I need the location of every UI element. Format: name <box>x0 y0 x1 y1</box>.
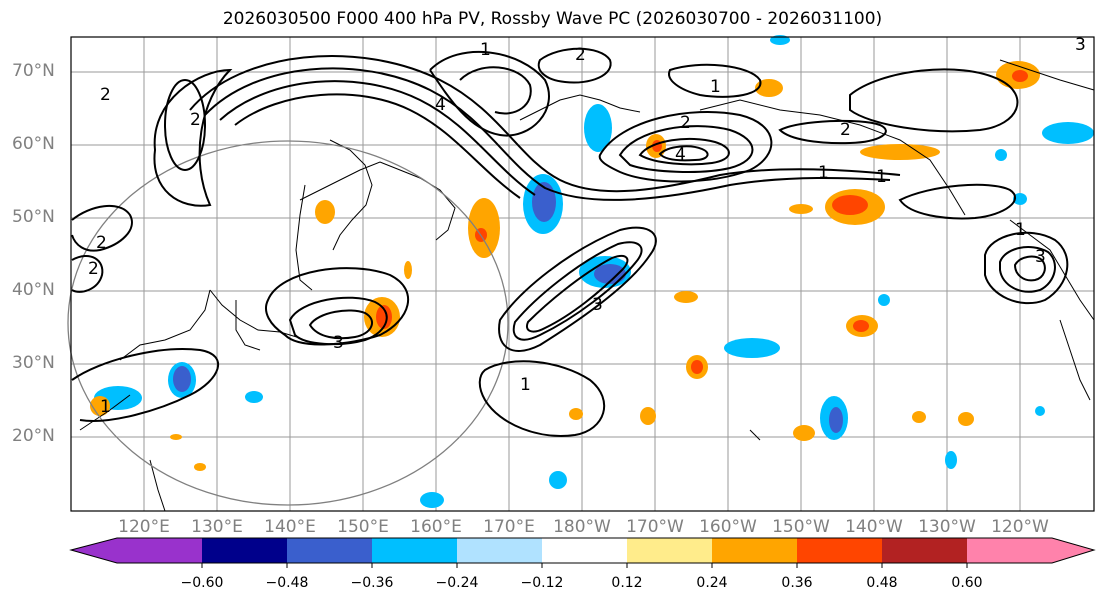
lat-label: 50°N <box>12 207 55 227</box>
reference-circle <box>67 140 509 506</box>
contour-label: 3 <box>592 295 603 315</box>
contour-label: 3 <box>1075 35 1086 55</box>
lat-label: 40°N <box>12 280 55 300</box>
contour-label: 2 <box>840 120 851 140</box>
colorbar-tick-label: −0.12 <box>520 575 564 591</box>
contour-label: 2 <box>575 45 586 65</box>
lon-label: 120°W <box>991 517 1049 537</box>
lat-label: 30°N <box>12 353 55 373</box>
lon-label: 150°W <box>772 517 830 537</box>
contour-label: 3 <box>333 333 344 353</box>
contour-label: 2 <box>96 233 107 253</box>
lon-label: 130°W <box>918 517 976 537</box>
graticule <box>71 37 1094 511</box>
contour-label: 1 <box>1015 220 1026 240</box>
map-frame <box>70 36 1095 512</box>
colorbar-tick-label: 0.60 <box>951 575 983 591</box>
contour-label: 2 <box>100 85 111 105</box>
lon-label: 120°E <box>118 517 170 537</box>
lon-label: 140°E <box>264 517 316 537</box>
contour-label: 4 <box>435 95 446 115</box>
contour-label: 1 <box>876 167 887 187</box>
contour-label: 1 <box>100 397 111 417</box>
lon-label: 170°E <box>483 517 535 537</box>
lon-label: 170°W <box>626 517 684 537</box>
anomaly-shading <box>90 35 1094 508</box>
coastlines <box>79 59 1095 512</box>
colorbar-tick-label: 0.24 <box>696 575 728 591</box>
lon-label: 180°W <box>553 517 611 537</box>
lon-label: 150°E <box>337 517 389 537</box>
lon-label: 130°E <box>191 517 243 537</box>
lon-label: 160°E <box>410 517 462 537</box>
colorbar-tick-label: −0.48 <box>265 575 309 591</box>
contour-label: 3 <box>1035 247 1046 267</box>
colorbar-tick-label: 0.12 <box>611 575 643 591</box>
lat-label: 70°N <box>12 61 55 81</box>
lon-label: 160°W <box>699 517 757 537</box>
map-title: 2026030500 F000 400 hPa PV, Rossby Wave … <box>222 9 883 29</box>
colorbar <box>69 537 1096 568</box>
contour-label: 4 <box>675 145 686 165</box>
lat-label: 20°N <box>12 426 55 446</box>
colorbar-tick-label: −0.24 <box>435 575 479 591</box>
contour-label-group: 2 2 1 2 4 1 2 1 1 4 2 2 2 3 3 1 1 1 3 3 <box>88 35 1086 417</box>
contour-label: 2 <box>88 259 99 279</box>
contour-label: 2 <box>680 113 691 133</box>
pv-contours <box>71 47 1069 437</box>
contour-label: 1 <box>520 375 531 395</box>
contour-label: 1 <box>480 40 491 60</box>
lon-label: 140°W <box>845 517 903 537</box>
colorbar-tick-label: −0.36 <box>350 575 394 591</box>
contour-label: 2 <box>190 110 201 130</box>
colorbar-tick-label: 0.36 <box>781 575 813 591</box>
contour-label: 1 <box>710 77 721 97</box>
contour-label: 1 <box>818 163 829 183</box>
colorbar-tick-label: −0.60 <box>180 575 224 591</box>
colorbar-tick-label: 0.48 <box>866 575 898 591</box>
lat-label: 60°N <box>12 134 55 154</box>
